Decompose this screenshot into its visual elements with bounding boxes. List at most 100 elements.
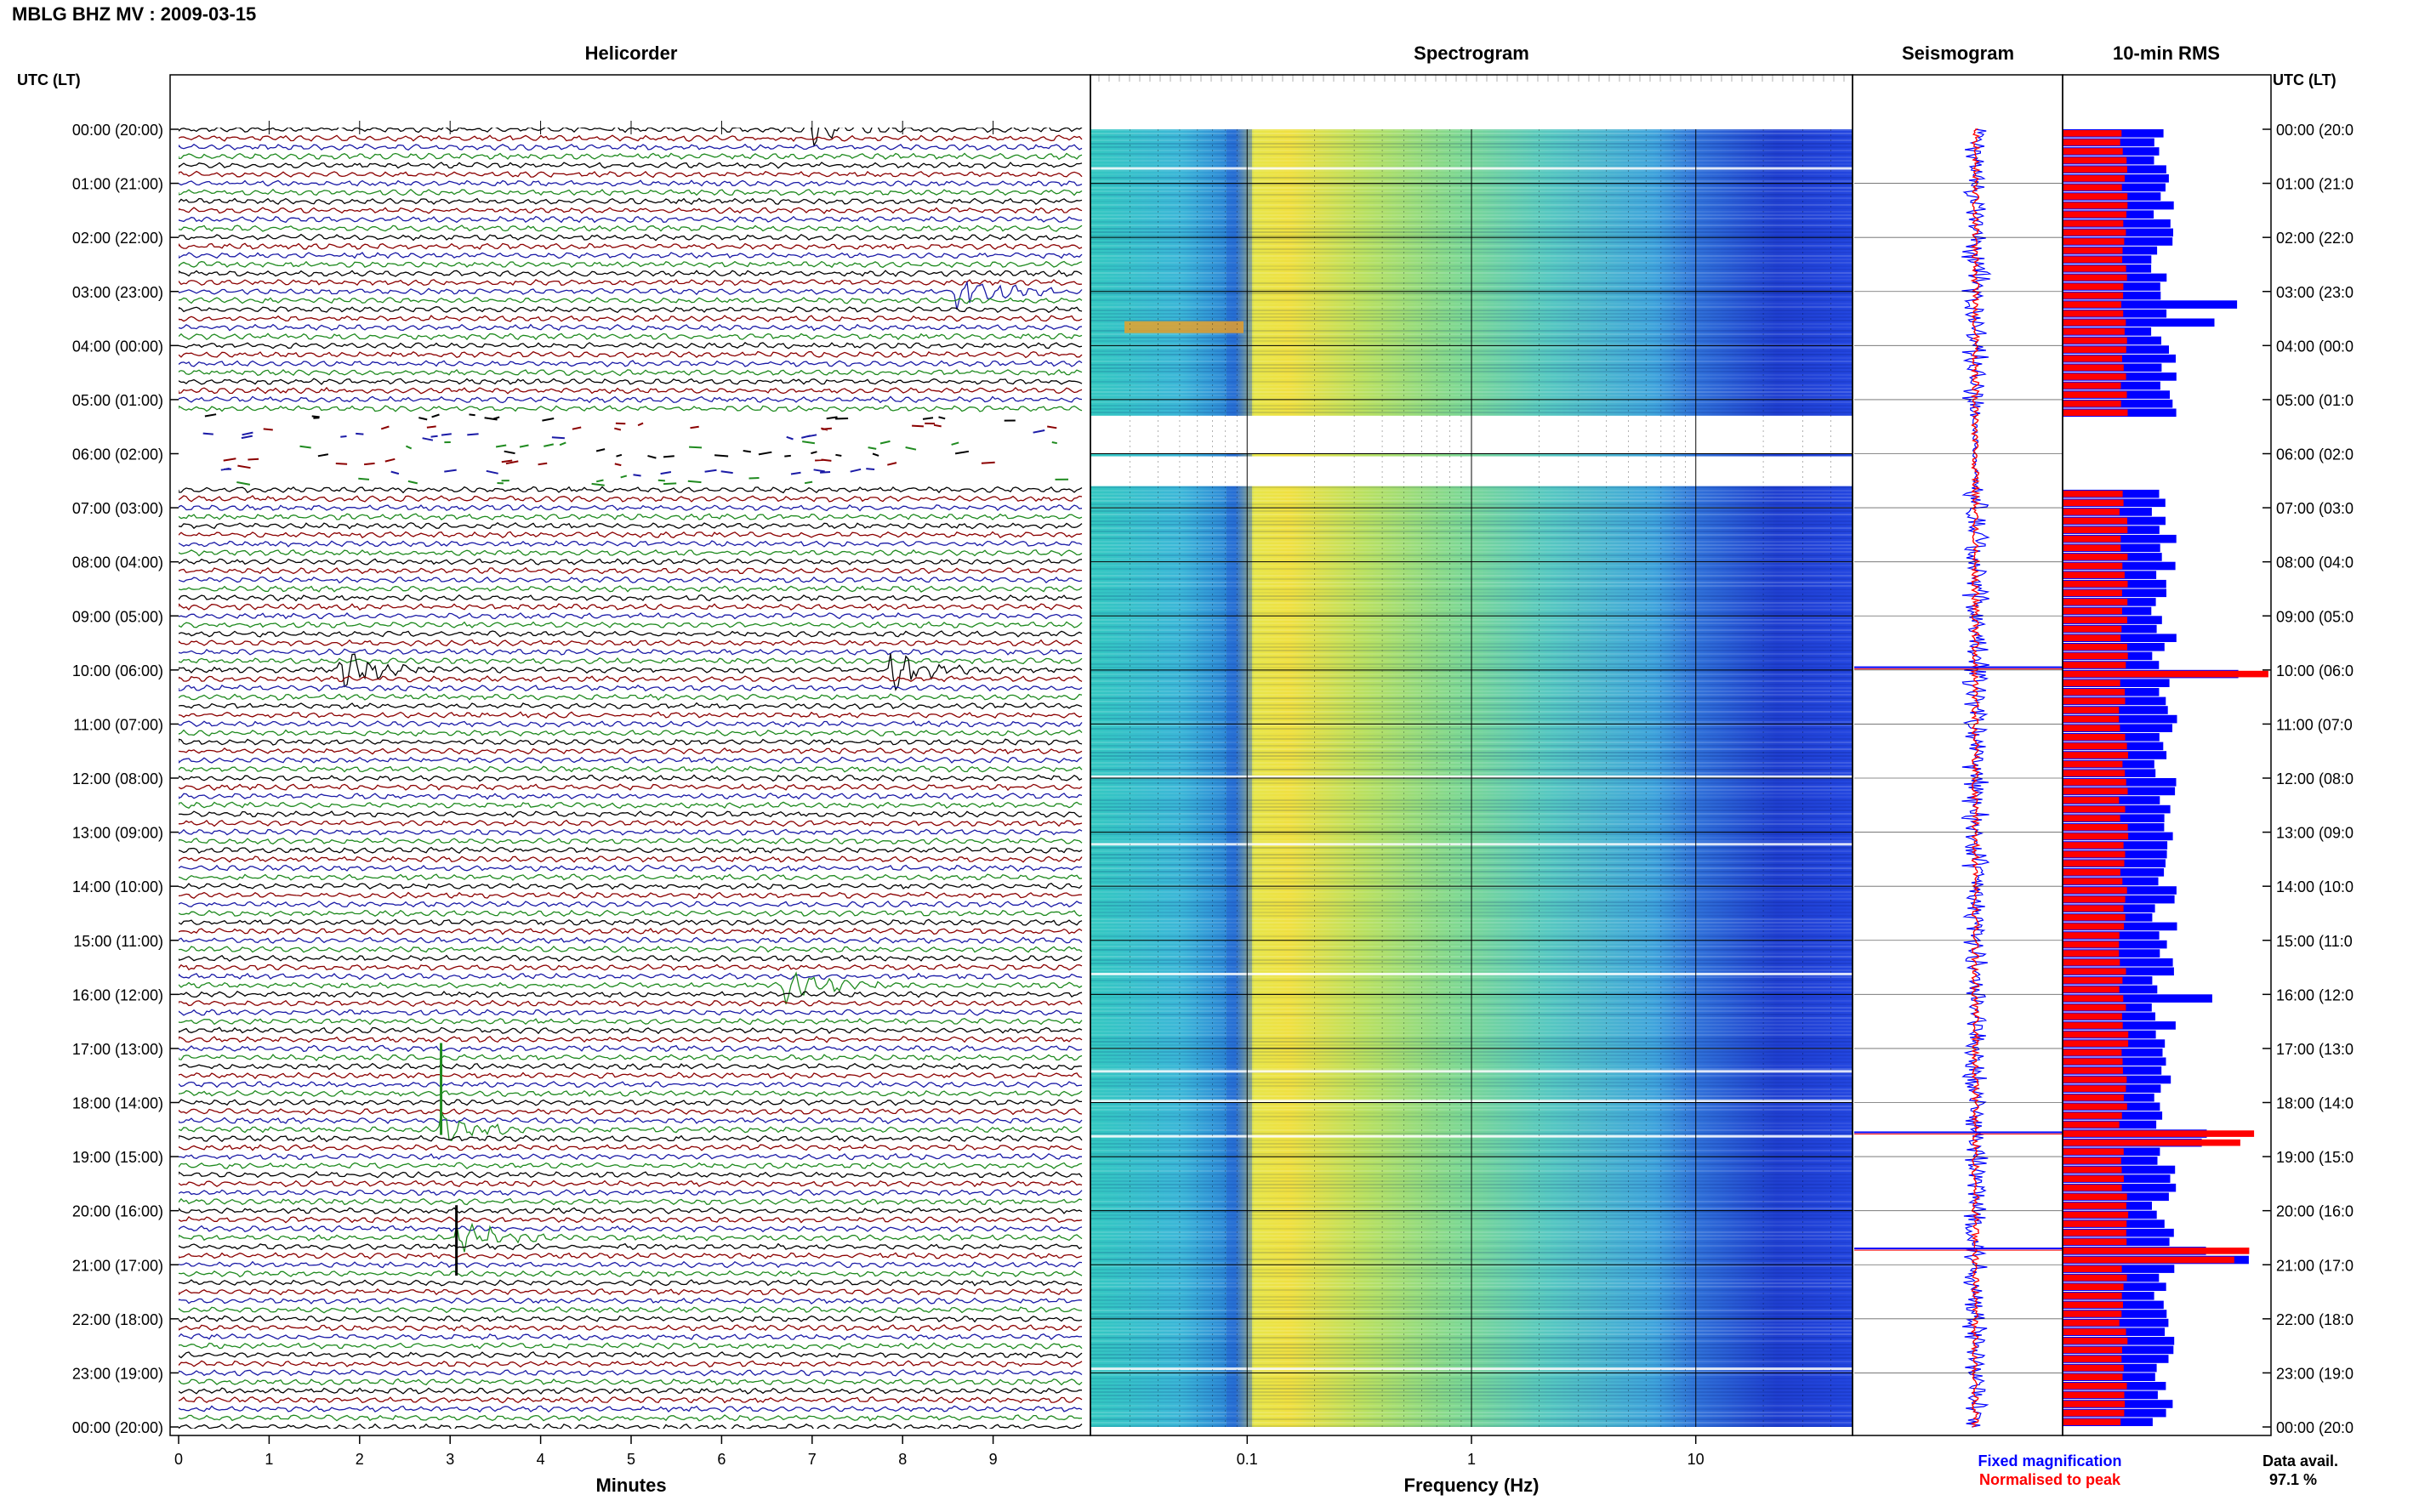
rms-bar-normalised [2063,1013,2122,1020]
helicorder-x-tick-label: 8 [898,1451,907,1468]
rms-bar-normalised [2063,895,2126,903]
rms-bar-normalised [2063,364,2124,372]
rms-bar-normalised [2063,571,2125,578]
helicorder-trace-line [179,405,1083,412]
seismogram-title: Seismogram [1902,43,2014,64]
right-hour-label: 00:00 (20:0 [2276,122,2354,139]
rms-bar-normalised [2063,1103,2127,1111]
helicorder-x-tick-label: 3 [446,1451,454,1468]
rms-bar-normalised [2063,1085,2126,1092]
helicorder-trace-line [179,1252,1083,1259]
helicorder-trace-line [179,1197,1083,1206]
rms-bar-normalised [2063,662,2126,668]
rms-bar-normalised [2063,1040,2129,1047]
helicorder-trace-line [179,207,1083,214]
helicorder-x-tick-label: 2 [356,1451,364,1468]
rms-bar-normalised [2063,148,2123,155]
helicorder-trace-line [179,630,1083,638]
right-hour-label: 04:00 (00:0 [2276,338,2354,355]
right-hour-label: 15:00 (11:0 [2276,933,2353,950]
helicorder-trace-line [179,1099,1083,1106]
rms-bar-normalised [2063,589,2122,597]
helicorder-trace-line [179,639,1083,647]
grid-lines [268,121,2063,1427]
helicorder-trace-line [179,162,1083,169]
helicorder-trace-line [179,233,1083,242]
plot-title: MBLG BHZ MV : 2009-03-15 [12,3,256,25]
left-hour-label: 08:00 (04:00) [72,554,163,571]
rms-bar-normalised [2063,1049,2122,1056]
rms-bar-normalised [2063,914,2126,921]
helicorder-gap-fragment [220,467,875,477]
rms-bar-normalised [2063,1418,2121,1425]
rms-bar-normalised [2063,815,2120,821]
right-hour-label: 12:00 (08:0 [2276,770,2354,787]
rms-bar-normalised [2063,1338,2128,1344]
rms-bar-normalised [2063,1058,2123,1066]
legend-fixed-magnification: Fixed magnification [1978,1452,2121,1469]
legend-normalised-to-peak: Normalised to peak [1979,1471,2121,1488]
rms-bar-normalised [2063,1283,2124,1290]
spectrogram-x-label: Frequency (Hz) [1404,1475,1540,1496]
helicorder-trace-line [179,819,1083,827]
rms-bar-normalised [2063,184,2122,191]
rms-bar-normalised [2063,905,2124,912]
rms-bar-normalised [2063,742,2127,750]
right-hour-label: 16:00 (12:0 [2276,986,2354,1003]
helicorder-trace-line [179,1035,1083,1043]
helicorder-trace-line [179,1170,1083,1179]
helicorder-trace-line [179,1324,1082,1332]
helicorder-trace-line [179,864,1083,873]
rms-bar-normalised [2063,968,2126,975]
helicorder-trace-line [179,134,1083,142]
left-hour-label: 20:00 (16:00) [72,1203,163,1220]
rms-bar-normalised [2063,337,2127,344]
helicorder-trace-line [179,1222,1083,1253]
rms-bar-normalised [2063,1157,2121,1164]
data-avail-label: Data avail. [2262,1452,2338,1469]
left-hour-label: 12:00 (08:00) [72,770,163,787]
helicorder-trace-line [179,1225,1083,1233]
helicorder-trace-line [179,386,1083,395]
helicorder-trace-line [179,999,1083,1008]
rms-bar-normalised [2063,697,2126,705]
rms-bar-normalised [2063,1293,2122,1299]
rms-bar-normalised [2063,1193,2127,1201]
helicorder-trace-line [179,1044,1083,1053]
right-hour-label: 05:00 (01:0 [2276,392,2354,409]
rms-bar-normalised [2063,1265,2122,1272]
rms-bar-normalised [2063,779,2126,786]
helicorder-trace-line [179,738,1083,746]
rms-bar-normalised [2063,193,2128,200]
rms-bar-normalised [2063,175,2125,182]
helicorder-trace-line [179,225,1083,232]
rms-bar-normalised [2063,1356,2122,1362]
rms-bar-normalised [2063,1003,2126,1011]
helicorder-x-tick-label: 9 [989,1451,998,1468]
rms-bar-normalised [2063,310,2124,317]
spectrogram-x-tick-label: 1 [1467,1451,1476,1468]
helicorder-trace-line [179,197,1083,205]
helicorder-traces [179,128,1083,1429]
right-hour-label: 21:00 (17:0 [2276,1257,2354,1274]
helicorder-trace-line [179,1395,1083,1404]
right-hour-label: 18:00 (14:0 [2276,1095,2354,1112]
rms-bar-normalised [2063,382,2121,389]
helicorder-trace-line [179,918,1083,926]
rms-bar-normalised [2063,644,2127,651]
rms-bar-normalised [2063,679,2120,686]
rms-bar-normalised [2063,1067,2123,1074]
helicorder-trace-line [179,972,1083,981]
rms-bar-normalised [2063,391,2127,398]
rms-bar-normalised [2063,986,2120,993]
rms-bar-normalised [2063,787,2128,795]
rms-bar-normalised [2063,1229,2126,1236]
rms-bar-normalised [2063,274,2127,281]
left-hour-label: 14:00 (10:00) [72,878,163,895]
rms-bar-normalised [2063,517,2127,525]
helicorder-trace-line [179,297,1083,304]
helicorder-trace-line [179,1369,1083,1377]
right-hour-label: 00:00 (20:0 [2276,1419,2354,1436]
helicorder-trace-line [179,1107,1083,1116]
